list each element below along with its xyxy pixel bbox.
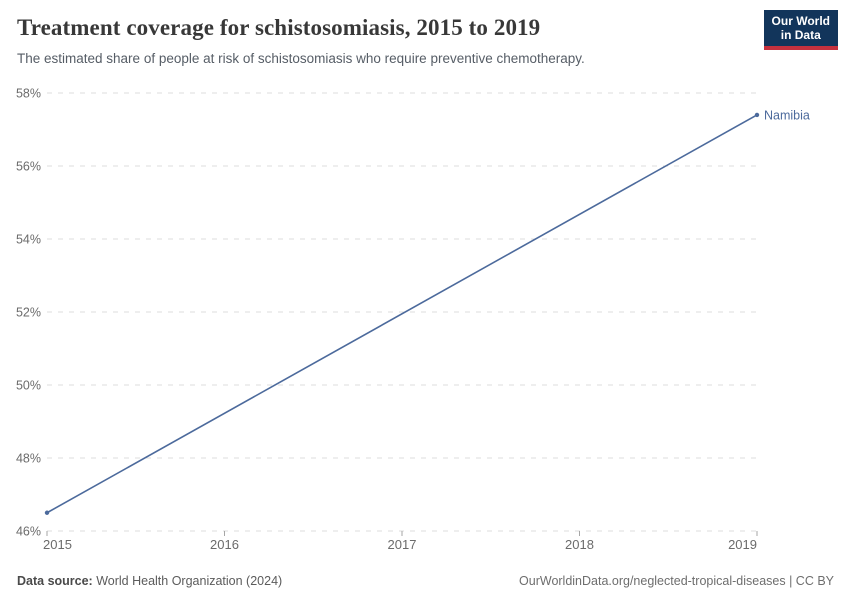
chart-header: Treatment coverage for schistosomiasis, … (0, 0, 850, 67)
y-tick-label: 58% (16, 87, 41, 101)
x-tick-label: 2015 (43, 537, 72, 552)
page-title: Treatment coverage for schistosomiasis, … (17, 15, 541, 40)
series-end-label[interactable]: Namibia (764, 108, 810, 122)
chart-subtitle: The estimated share of people at risk of… (17, 50, 585, 66)
data-source-value: World Health Organization (2024) (96, 574, 283, 588)
owid-logo-line2: in Data (780, 28, 821, 43)
y-tick-label: 56% (16, 160, 41, 174)
owid-logo-line1: Our World (771, 14, 830, 28)
x-tick-label: 2016 (210, 537, 239, 552)
owid-logo[interactable]: Our World in Data (763, 10, 838, 50)
y-tick-label: 50% (16, 379, 41, 393)
credit-link[interactable]: OurWorldinData.org/neglected-tropical-di… (519, 574, 834, 588)
y-tick-label: 48% (16, 452, 41, 466)
y-tick-label: 52% (16, 306, 41, 320)
y-tick-label: 46% (16, 525, 41, 539)
x-tick-label: 2018 (565, 537, 594, 552)
x-tick-label: 2019 (728, 537, 757, 552)
x-tick-label: 2017 (388, 537, 417, 552)
data-source: Data source: World Health Organization (… (17, 574, 282, 588)
chart-footer: Data source: World Health Organization (… (17, 574, 834, 588)
data-point[interactable] (44, 510, 50, 515)
chart-titles: Treatment coverage for schistosomiasis, … (17, 14, 585, 67)
data-source-label: Data source: (17, 574, 97, 588)
series-line[interactable] (46, 114, 758, 514)
data-point[interactable] (754, 112, 760, 118)
y-tick-label: 54% (16, 233, 41, 247)
